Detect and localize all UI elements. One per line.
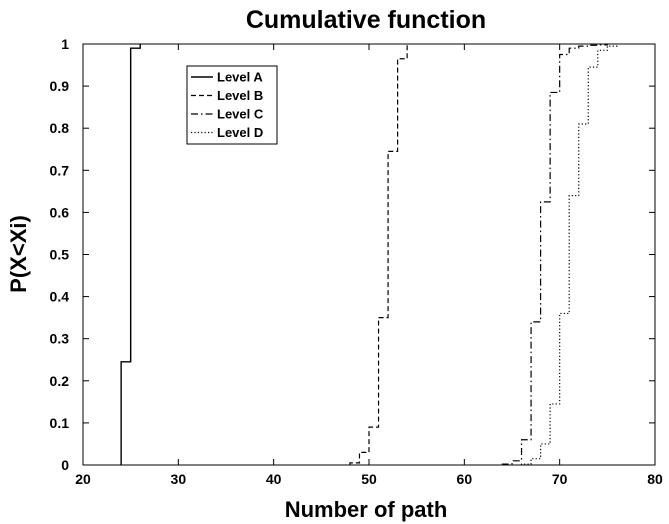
y-tick-label: 0.2 [50,373,70,389]
series-line-level-c [502,44,607,465]
y-tick-label: 0.6 [50,204,70,220]
x-tick-label: 70 [552,471,568,487]
y-tick-label: 0.5 [50,247,70,263]
legend-entry-label: Level A [217,70,263,85]
legend-entry-label: Level B [217,88,263,103]
y-axis-label: P(X<Xi) [6,215,31,293]
x-tick-label: 60 [457,471,473,487]
x-tick-label: 20 [75,471,91,487]
series-line-level-d [522,44,617,465]
y-tick-label: 0.3 [50,331,70,347]
axis-ticks: 20 30 40 50 60 70 80 0 0.1 0.2 0.3 0.4 0.5 0.6 0.7 0.8 0… [50,36,663,487]
y-tick-label: 0.7 [50,162,70,178]
y-tick-label: 0.8 [50,120,70,136]
legend-entry-label: Level D [217,125,263,140]
plot-area-border [83,44,655,465]
y-tick-label: 0.4 [50,289,70,305]
chart-title: Cumulative function [246,6,486,34]
series-line-level-b [350,44,407,465]
plot-frame [83,44,655,465]
y-tick-label: 1 [61,36,69,52]
y-tick-label: 0.9 [50,78,70,94]
series-line-level-a [121,44,140,465]
x-tick-label: 50 [361,471,377,487]
x-tick-label: 80 [647,471,663,487]
y-tick-label: 0.1 [50,415,70,431]
legend: Level A Level B Level C Level D [187,66,277,144]
x-tick-label: 30 [171,471,187,487]
legend-entry-label: Level C [217,107,264,122]
y-tick-label: 0 [61,457,69,473]
x-axis-label: Number of path [285,497,448,522]
x-tick-label: 40 [266,471,282,487]
